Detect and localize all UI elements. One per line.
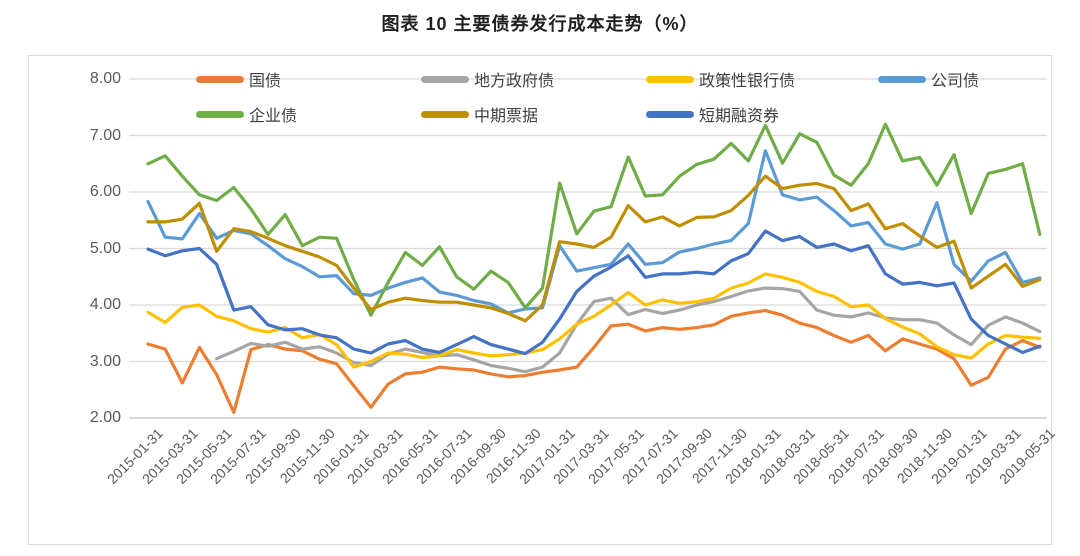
series-line-1: [215, 286, 1042, 374]
legend-item: 政策性银行债: [646, 68, 795, 90]
legend-label: 公司债: [931, 73, 980, 90]
y-tick-label: 4.00: [89, 296, 121, 313]
chart-container: 8.00 7.00 6.00 5.00 4.00 3.00 2.00 2015-01-31 2…: [28, 55, 1058, 545]
legend-swatch-icon: [421, 75, 469, 83]
legend-swatch-icon: [646, 110, 694, 118]
y-tick-label: 6.00: [89, 183, 121, 200]
legend-label: 地方政府债: [474, 73, 555, 90]
legend-label: 中期票据: [474, 108, 539, 125]
legend-label: 企业债: [249, 108, 298, 125]
series-line-2: [146, 272, 1042, 369]
y-tick-label: 8.00: [89, 70, 121, 87]
legend-swatch-icon: [646, 75, 694, 83]
legend-item: 中期票据: [421, 103, 538, 125]
series-line-0: [146, 309, 1042, 414]
legend-label: 短期融资券: [699, 108, 780, 125]
series-line-4: [146, 122, 1042, 317]
y-tick-label: 3.00: [89, 352, 121, 370]
legend-swatch-icon: [878, 75, 926, 83]
plot-area: [129, 78, 1047, 419]
legend-item: 国债: [196, 68, 281, 90]
y-tick-label: 5.00: [89, 239, 121, 257]
legend-swatch-icon: [196, 75, 244, 83]
legend-item: 地方政府债: [421, 68, 554, 90]
legend-label: 国债: [249, 73, 282, 90]
chart-title: 图表 10 主要债券发行成本走势（%）: [381, 14, 699, 34]
legend-label: 政策性银行债: [699, 73, 796, 90]
legend-item: 公司债: [878, 68, 979, 90]
series-line-6: [146, 229, 1042, 356]
legend-item: 短期融资券: [646, 103, 779, 125]
legend-swatch-icon: [196, 110, 244, 118]
legend-item: 企业债: [196, 103, 297, 125]
legend-swatch-icon: [421, 110, 469, 118]
series-line-3: [146, 149, 1042, 315]
y-tick-label: 7.00: [89, 126, 121, 144]
series-line-5: [146, 174, 1042, 323]
y-tick-label: 2.00: [89, 409, 121, 426]
